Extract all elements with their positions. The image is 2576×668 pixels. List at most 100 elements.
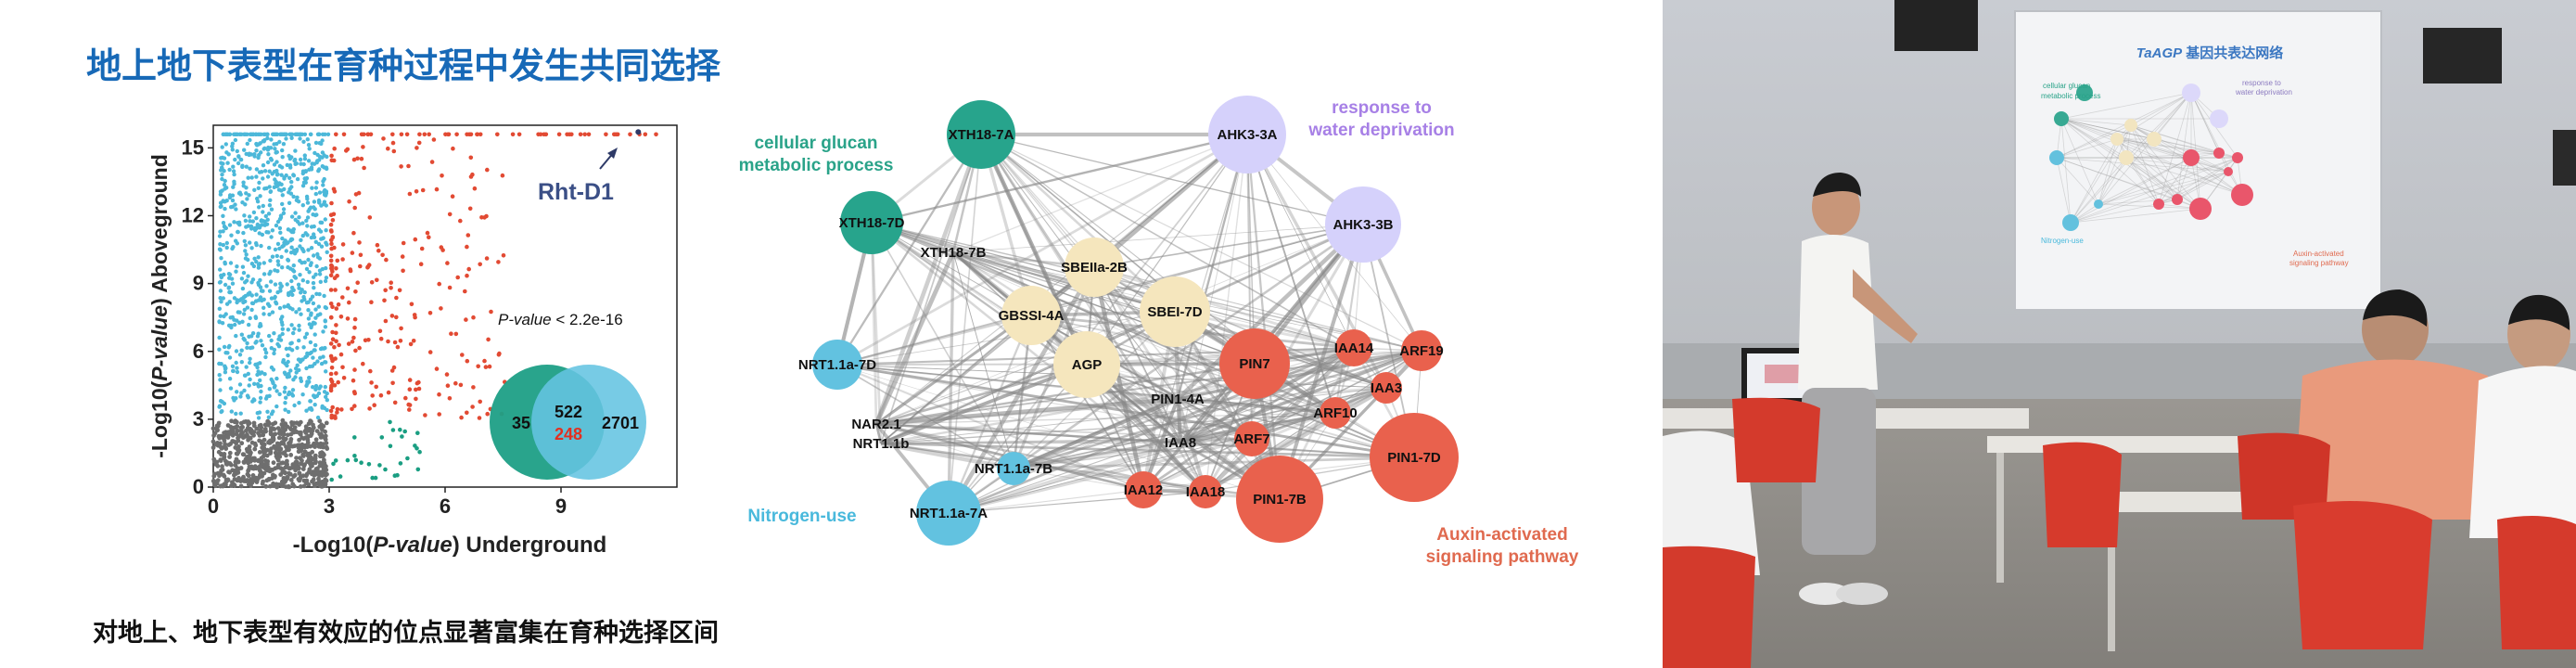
scatter-point [297,307,301,312]
scatter-point [220,173,224,177]
scatter-point [333,458,338,463]
scatter-point [434,186,440,192]
scatter-point [216,433,222,439]
scatter-point [273,473,277,479]
scatter-point [242,148,247,152]
scatter-point [300,184,306,188]
network-node-label: AGP [1072,357,1103,373]
scatter-point [345,457,351,463]
scatter-point [317,167,322,172]
scatter-point [287,447,291,453]
scatter-point [227,223,233,227]
scatter-point [269,377,274,382]
scatter-point [210,445,216,450]
scatter-point [217,373,222,378]
network-edge [948,491,1206,514]
scatter-point [229,483,234,488]
scatter-point [372,403,376,408]
scatter-point [283,407,287,412]
scatter-point [233,459,238,465]
network-edge [952,134,1248,253]
scatter-point [311,280,316,286]
projected-label-6: Auxin-activated [2293,250,2344,258]
scatter-point [274,454,279,459]
scatter-point [247,193,251,198]
network-node: PIN1-4A [1151,392,1205,407]
scatter-point [229,323,234,328]
scatter-point [275,269,280,274]
scatter-point [271,435,275,441]
network-node-label: NRT1.1b [853,436,910,452]
slide-title: 地上地下表型在育种过程中发生共同选择 [86,45,721,86]
scatter-point [299,312,303,316]
scatter-point [392,473,398,478]
scatter-point [216,443,222,448]
scatter-point [249,440,255,445]
scatter-point [389,368,395,373]
scatter-point [281,431,287,437]
scatter-point [245,471,250,477]
scatter-point [324,394,328,399]
y-ticks: 0 3 6 9 12 15 [182,135,213,498]
y-tick-label: 3 [193,407,204,430]
scatter-point [236,449,241,455]
network-node-label: XTH18-7B [921,245,987,261]
scatter-point [313,307,318,312]
scatter-point [276,263,281,267]
scatter-point [465,273,469,278]
scatter-point [248,360,252,366]
scatter-point [301,294,306,300]
scatter-point [305,200,311,205]
scatter-point [307,270,312,275]
projected-edge [2098,92,2192,205]
scatter-point [261,451,267,456]
scatter-point [247,322,251,328]
scatter-point [307,351,312,356]
network-edge [875,423,1014,469]
network-edge [880,349,1422,445]
scatter-point [351,230,356,236]
scatter-point [221,242,225,248]
scatter-point [338,352,344,357]
scatter-point [310,463,314,469]
scatter-point [391,365,397,370]
scatter-point [389,286,393,290]
scatter-point [357,240,362,245]
scatter-point [235,318,239,323]
network-edge [875,311,1176,425]
scatter-point [301,139,306,144]
scatter-point [273,147,277,151]
scatter-point [416,379,421,385]
scatter-point [272,132,277,136]
projected-edge [2070,138,2118,224]
scatter-point [304,301,310,305]
scatter-point [272,331,276,336]
scatter-point [272,427,277,431]
projected-edge [2125,157,2243,196]
network-edge [1013,387,1387,469]
scatter-point [227,276,232,280]
scatter-point [261,305,266,310]
scatter-point [275,341,280,347]
network-node-circle [916,481,981,546]
scatter-point [313,315,318,320]
scatter-point [280,322,285,328]
scatter-point [220,176,224,182]
scatter-point [312,150,317,156]
scatter-point [235,390,239,394]
scatter-point [264,222,270,226]
network-edge [880,134,982,444]
network-node: PIN1-7D [1370,413,1459,502]
scatter-point [276,435,282,441]
scatter-point [280,265,285,270]
projected-edge [2130,124,2178,200]
scatter-point [404,132,410,137]
scatter-point [309,246,314,250]
scatter-point [269,158,274,162]
projected-edge [2060,118,2132,126]
scatter-point [368,368,373,374]
scatter-point [312,361,317,366]
scatter-point [319,361,325,366]
scatter-point [319,244,325,249]
scatter-point [325,250,329,254]
